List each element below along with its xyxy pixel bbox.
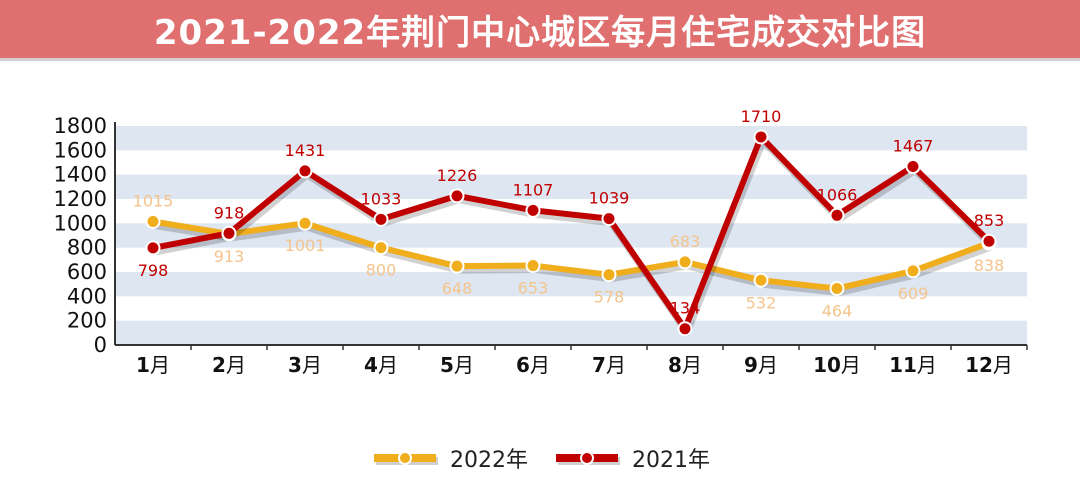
data-point [829, 281, 845, 297]
data-point [373, 211, 389, 227]
data-point [449, 188, 465, 204]
data-label: 1066 [817, 185, 858, 204]
x-tick-label: 4月 [364, 353, 398, 377]
x-tick-label: 1月 [136, 353, 170, 377]
data-point [221, 225, 237, 241]
x-tick-label: 12月 [965, 353, 1013, 377]
series-line-2022年 [152, 218, 991, 292]
data-label: 1710 [741, 107, 782, 126]
y-tick-label: 0 [94, 333, 107, 357]
data-label: 800 [366, 261, 397, 280]
grid-band [115, 272, 1027, 297]
chart-title: 2021-2022年荆门中心城区每月住宅成交对比图 [153, 12, 927, 53]
x-tick-label: 3月 [288, 353, 322, 377]
data-label: 683 [670, 232, 701, 251]
data-label: 1431 [285, 141, 326, 160]
data-label: 578 [594, 288, 625, 307]
data-label: 1467 [893, 137, 934, 156]
x-tick-label: 5月 [440, 353, 474, 377]
data-point [601, 211, 617, 227]
data-point [753, 129, 769, 145]
data-point [145, 214, 161, 230]
y-tick-label: 1200 [54, 187, 107, 211]
data-point [905, 263, 921, 279]
data-point [677, 321, 693, 337]
y-tick-label: 1400 [54, 163, 107, 187]
data-point [525, 202, 541, 218]
y-tick-label: 600 [67, 260, 107, 284]
data-point [677, 254, 693, 270]
x-tick-label: 8月 [668, 353, 702, 377]
data-point [753, 272, 769, 288]
y-tick-label: 400 [67, 284, 107, 308]
data-label: 1107 [513, 180, 554, 199]
data-label: 1033 [361, 189, 402, 208]
y-tick-label: 800 [67, 236, 107, 260]
data-point [601, 267, 617, 283]
grid-band [115, 174, 1027, 199]
data-label: 653 [518, 279, 549, 298]
x-tick-label: 2月 [212, 353, 246, 377]
data-label: 1039 [589, 189, 630, 208]
legend-swatch-2022 [374, 451, 438, 465]
legend-swatch-2021 [556, 451, 620, 465]
data-point [905, 159, 921, 175]
grid-band [115, 320, 1027, 345]
grid-band [115, 126, 1027, 151]
x-tick-label: 11月 [889, 353, 937, 377]
data-label: 648 [442, 279, 473, 298]
data-label: 1001 [285, 236, 326, 255]
data-point [981, 233, 997, 249]
legend-label-2022: 2022年 [450, 448, 528, 473]
data-point [525, 258, 541, 274]
x-tick-label: 10月 [813, 353, 861, 377]
x-tick-label: 9月 [744, 353, 778, 377]
data-label: 913 [214, 247, 245, 266]
data-label: 532 [746, 293, 777, 312]
data-point [449, 258, 465, 274]
legend: 2022年 2021年 [0, 440, 1080, 476]
data-label: 609 [898, 284, 929, 303]
data-label: 838 [974, 256, 1005, 275]
data-point [297, 215, 313, 231]
data-label: 1226 [437, 166, 478, 185]
data-label: 134 [670, 299, 701, 318]
data-point [373, 240, 389, 256]
series-line-2021年 [152, 133, 992, 332]
data-point [145, 240, 161, 256]
data-label: 853 [974, 211, 1005, 230]
title-banner: 2021-2022年荆门中心城区每月住宅成交对比图 [0, 0, 1080, 61]
series-line-shadow-0 [154, 222, 993, 297]
data-label: 1015 [133, 192, 174, 211]
legend-item-2021: 2021年 [552, 442, 710, 474]
y-tick-label: 1600 [54, 138, 107, 162]
data-point [297, 163, 313, 179]
legend-item-2022: 2022年 [370, 442, 528, 474]
data-label: 798 [138, 261, 169, 280]
x-tick-label: 6月 [516, 353, 550, 377]
data-label: 464 [822, 302, 853, 321]
y-tick-label: 1000 [54, 211, 107, 235]
y-tick-label: 1800 [54, 114, 107, 138]
y-tick-label: 200 [67, 309, 107, 333]
data-point [829, 207, 845, 223]
series-line-shadow-1 [154, 137, 994, 337]
data-label: 918 [214, 203, 245, 222]
legend-label-2021: 2021年 [632, 448, 710, 473]
x-tick-label: 7月 [592, 353, 626, 377]
